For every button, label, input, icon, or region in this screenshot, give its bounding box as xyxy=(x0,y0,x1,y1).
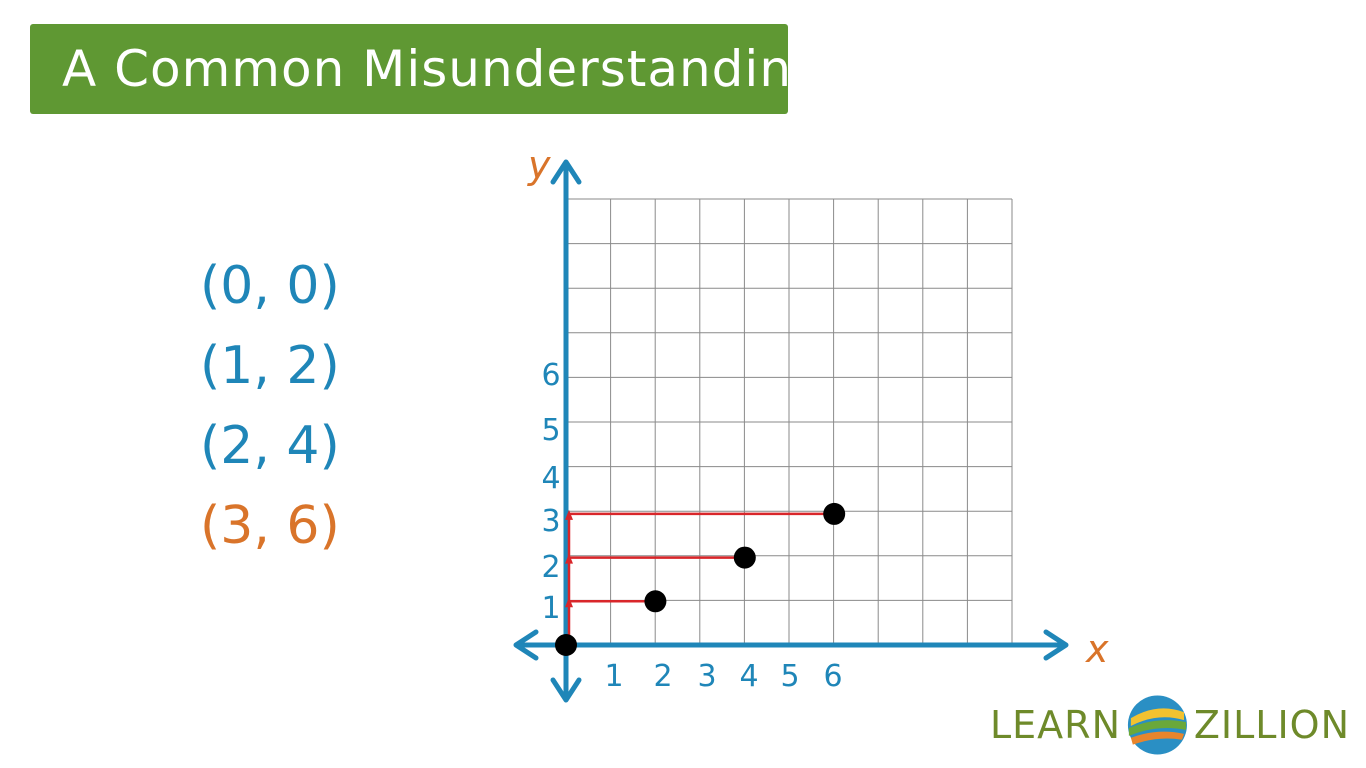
title-banner: A Common Misunderstanding xyxy=(30,24,824,114)
x-axis-arrow-right xyxy=(1043,629,1069,661)
logo-word-left: LEARN xyxy=(990,703,1122,747)
x-axis-arrow-left xyxy=(513,629,539,661)
x-tick-label: 5 xyxy=(780,659,799,694)
ordered-pair: (2, 4) xyxy=(200,416,340,476)
guide-arrow-up xyxy=(565,597,573,608)
x-tick-label: 6 xyxy=(823,659,842,694)
y-tick-label: 4 xyxy=(541,461,560,496)
data-point xyxy=(555,634,577,656)
y-tick-label: 1 xyxy=(541,591,560,626)
y-tick-label: 2 xyxy=(541,550,560,585)
x-tick-label: 3 xyxy=(697,659,716,694)
y-tick-label: 6 xyxy=(541,358,560,393)
y-axis-arrow-up xyxy=(550,159,582,185)
x-tick-label: 4 xyxy=(739,659,758,694)
ordered-pair: (3, 6) xyxy=(200,496,340,556)
x-tick-label: 1 xyxy=(604,659,623,694)
y-axis-arrow-down xyxy=(550,677,582,703)
y-tick-label: 5 xyxy=(541,413,560,448)
guide-arrow-up xyxy=(565,509,573,520)
data-point xyxy=(823,502,846,525)
logo-globe-icon xyxy=(1127,695,1187,755)
data-point xyxy=(644,590,667,613)
y-tick-label: 3 xyxy=(541,504,560,539)
data-point xyxy=(733,546,756,569)
slide-title: A Common Misunderstanding xyxy=(62,40,825,98)
learnzillion-logo: LEARN ZILLION xyxy=(990,690,1350,760)
ordered-pairs-list: (0, 0) (1, 2) (2, 4) (3, 6) xyxy=(200,246,400,566)
x-axis-label: x xyxy=(1085,627,1109,671)
ordered-pair: (0, 0) xyxy=(200,256,340,316)
ordered-pair: (1, 2) xyxy=(200,336,340,396)
guide-arrow-up xyxy=(565,553,573,564)
y-axis-label: y xyxy=(527,143,551,187)
x-tick-label: 2 xyxy=(653,659,672,694)
logo-word-right: ZILLION xyxy=(1193,703,1350,747)
